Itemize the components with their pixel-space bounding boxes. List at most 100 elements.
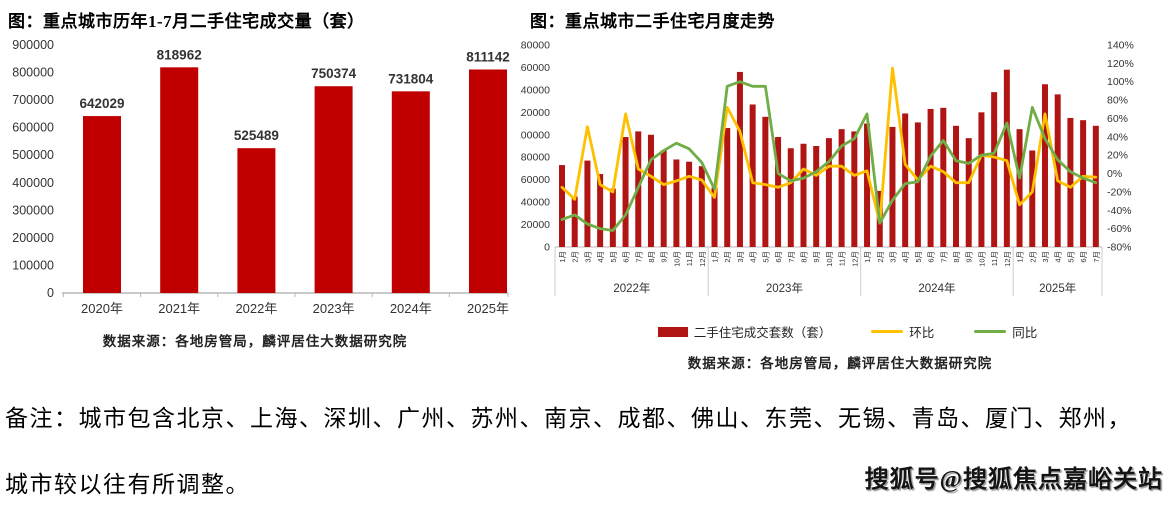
left-axis-tick-label: 80000 (521, 152, 550, 164)
month-bar (902, 113, 909, 247)
month-tick-label: 3月 (583, 251, 592, 263)
mom-line-swatch-icon (871, 329, 904, 334)
month-tick-label: 8月 (799, 251, 808, 263)
left-axis-tick-label: 60000 (521, 174, 550, 186)
bar-2024年 (391, 91, 430, 293)
month-bar (1054, 94, 1061, 247)
right-axis-tick-label: -80% (1107, 242, 1132, 254)
left-axis-tick-label: 140000 (520, 84, 550, 96)
month-bar (571, 196, 578, 247)
month-tick-label: 2月 (723, 251, 732, 263)
month-bar (813, 146, 820, 247)
bar-value-label: 818962 (157, 47, 202, 62)
right-axis-tick-label: -20% (1107, 186, 1132, 198)
left-chart-source: 数据来源：各地房管局，麟评居住大数据研究院 (102, 334, 408, 349)
bar-value-label: 642029 (79, 96, 124, 111)
year-group-label: 2022年 (613, 281, 650, 295)
month-bar (673, 159, 680, 247)
right-axis-tick-label: 20% (1107, 150, 1128, 162)
month-bar (686, 161, 693, 247)
annual-sales-bar-chart: 0 100000 200000 300000 400000 500000 600000 700… (12, 38, 510, 316)
month-bar (927, 108, 934, 247)
left-axis-tick-label: 40000 (521, 197, 550, 209)
legend-item-bar-series: 二手住宅成交套数（套） (657, 322, 832, 341)
watermark-text: 搜狐号@搜狐焦点嘉峪关站 (864, 467, 1163, 493)
bar-2025年 (469, 69, 507, 293)
left-axis-tick-label: 120000 (520, 107, 550, 119)
month-bar (1080, 120, 1087, 247)
month-bar (953, 125, 960, 247)
right-axis-tick-label: 0% (1107, 168, 1122, 180)
month-bar (851, 131, 858, 247)
month-bar (1029, 150, 1036, 247)
yoy-line-swatch-icon (974, 329, 1007, 334)
month-tick-label: 9月 (812, 251, 821, 263)
y-axis-tick-label: 400000 (12, 176, 54, 190)
bar-2022年 (237, 148, 276, 293)
right-axis-tick-label: -60% (1107, 223, 1132, 235)
month-tick-label: 3月 (736, 251, 745, 263)
month-tick-label: 8月 (952, 251, 961, 263)
month-tick-label: 1月 (558, 251, 567, 263)
bar-series-label: 二手住宅成交套数（套） (693, 326, 832, 340)
x-category-label: 2021年 (158, 301, 200, 316)
line-同比 (560, 80, 1098, 232)
bar-2021年 (160, 67, 199, 293)
x-category-label: 2022年 (235, 301, 277, 316)
year-group-label: 2025年 (1039, 281, 1076, 295)
bar-value-label: 811142 (466, 49, 510, 64)
bar-value-label: 750374 (311, 66, 357, 81)
month-tick-label: 4月 (596, 251, 605, 263)
month-tick-label: 7月 (1092, 251, 1101, 263)
footnote-line-2: 城市较以往有所调整。 (5, 472, 250, 497)
month-tick-label: 7月 (634, 251, 643, 263)
month-tick-label: 12月 (1003, 251, 1012, 267)
month-bar (1003, 69, 1010, 247)
month-bar (660, 150, 667, 247)
month-bar (1016, 129, 1023, 247)
y-axis-tick-label: 600000 (12, 121, 54, 135)
month-bar (559, 165, 565, 247)
right-chart-source: 数据来源：各地房管局，麟评居住大数据研究院 (687, 356, 993, 371)
month-bar (762, 116, 769, 247)
bar-value-label: 731804 (388, 71, 434, 86)
month-bar (940, 107, 947, 247)
y-axis-tick-label: 300000 (12, 203, 54, 217)
month-tick-label: 2月 (571, 251, 580, 263)
month-tick-label: 5月 (914, 251, 923, 263)
mom-series-label: 环比 (909, 326, 935, 340)
right-axis-tick-label: 100% (1107, 76, 1134, 88)
y-axis-tick-label: 800000 (12, 66, 54, 80)
month-tick-label: 5月 (761, 251, 770, 263)
right-axis-tick-label: -40% (1107, 205, 1132, 217)
right-axis-tick-label: 80% (1107, 95, 1128, 107)
month-tick-label: 5月 (609, 251, 618, 263)
month-tick-label: 3月 (888, 251, 897, 263)
month-bar (584, 160, 591, 247)
month-tick-label: 8月 (647, 251, 656, 263)
month-tick-label: 7月 (787, 251, 796, 263)
month-bar (787, 148, 794, 247)
month-tick-label: 6月 (927, 251, 936, 263)
month-tick-label: 9月 (660, 251, 669, 263)
month-tick-label: 11月 (990, 251, 999, 266)
bar-series-swatch-icon (657, 326, 688, 337)
y-axis-tick-label: 500000 (12, 148, 54, 162)
y-axis-tick-label: 900000 (12, 38, 54, 52)
x-category-label: 2025年 (467, 301, 509, 316)
month-tick-label: 12月 (698, 251, 707, 267)
left-chart-title: 图：重点城市历年1-7月二手住宅成交量（套） (8, 12, 365, 31)
month-bar (825, 138, 832, 247)
month-bar (838, 129, 845, 247)
right-axis-tick-label: 60% (1107, 113, 1128, 125)
legend-item-yoy-series: 同比 (974, 322, 1037, 341)
month-tick-label: 10月 (977, 251, 986, 267)
bar-2023年 (314, 86, 353, 293)
month-tick-label: 3月 (1041, 251, 1050, 263)
yoy-series-label: 同比 (1012, 326, 1038, 340)
right-axis-tick-label: 40% (1107, 131, 1128, 143)
month-tick-label: 11月 (838, 251, 847, 266)
month-tick-label: 1月 (863, 251, 872, 263)
month-bar (597, 174, 604, 247)
line-环比 (560, 66, 1098, 225)
